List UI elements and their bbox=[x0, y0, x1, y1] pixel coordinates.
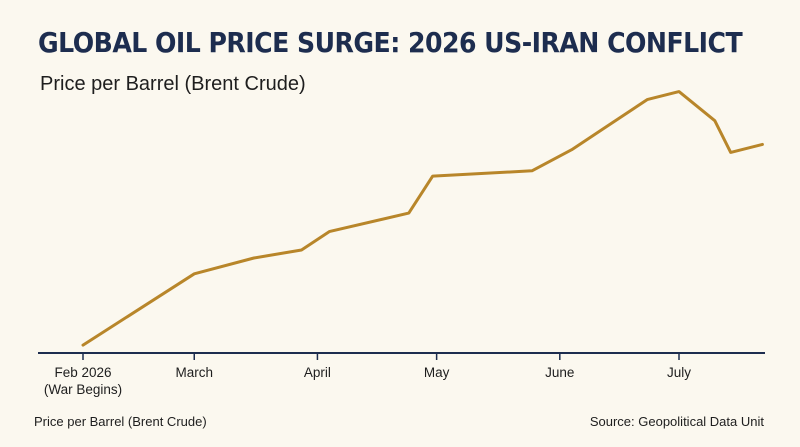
x-tick-label: July bbox=[667, 365, 691, 380]
x-tick-label: May bbox=[424, 365, 450, 380]
source-note: Source: Geopolitical Data Unit bbox=[589, 414, 764, 429]
chart-subtitle: Price per Barrel (Brent Crude) bbox=[40, 73, 306, 95]
x-tick-label: June bbox=[545, 365, 574, 380]
x-tick-label: Feb 2026 (War Begins) bbox=[44, 365, 122, 397]
x-tick-label: March bbox=[175, 365, 213, 380]
price-series-line bbox=[81, 90, 764, 347]
footer-note: Price per Barrel (Brent Crude) bbox=[34, 414, 207, 429]
x-tick-label: April bbox=[304, 365, 331, 380]
chart-title: GLOBAL OIL PRICE SURGE: 2026 US-IRAN CON… bbox=[38, 26, 743, 59]
